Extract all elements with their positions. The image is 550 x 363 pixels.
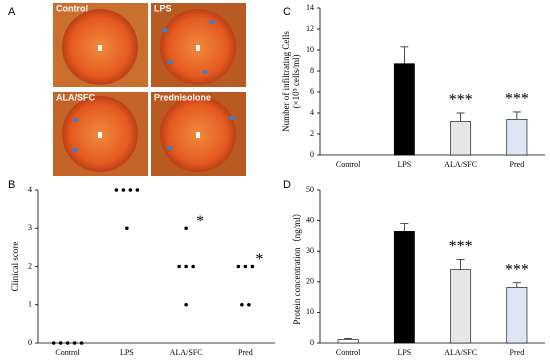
x-tick-label: LPS <box>397 160 411 169</box>
x-tick-label: Control <box>336 160 361 169</box>
dot <box>121 188 126 192</box>
y-tick-label: 50 <box>306 185 314 194</box>
dot <box>243 264 248 269</box>
dot <box>191 264 195 269</box>
bar <box>506 119 528 156</box>
y-tick-label: 2 <box>310 129 314 138</box>
y-tick-label: 12 <box>306 24 314 33</box>
dot <box>58 341 63 345</box>
bar <box>506 287 528 344</box>
y-axis-label: Number of infiltrating Cells <box>281 31 291 132</box>
panel-letter: D <box>283 179 291 191</box>
y-axis-label: Protein concentration（ng/ml） <box>292 208 302 324</box>
photo <box>151 92 246 176</box>
y-tick-label: 4 <box>28 185 32 194</box>
significance: * <box>196 213 204 230</box>
x-tick-label: LPS <box>397 348 411 357</box>
y-tick-label: 2 <box>28 261 32 270</box>
dot <box>135 188 140 192</box>
y-tick-label: 6 <box>310 87 314 96</box>
dot <box>184 264 188 269</box>
y-tick-label: 8 <box>310 66 314 75</box>
bar <box>393 63 415 156</box>
dot <box>247 302 251 307</box>
panel-letter: A <box>8 6 16 18</box>
y-tick-label: 40 <box>306 215 314 224</box>
photo-label: Prednisolone <box>154 92 211 102</box>
y-tick-label: 30 <box>306 246 314 255</box>
significance: *** <box>505 91 529 108</box>
dot <box>79 341 84 345</box>
dot <box>65 341 70 345</box>
x-tick-label: Control <box>336 348 361 357</box>
dot <box>240 302 244 307</box>
y-tick-label: 10 <box>306 307 314 316</box>
significance: *** <box>449 92 473 109</box>
x-tick-label: Pred <box>238 348 253 357</box>
x-tick-label: Pred <box>510 348 525 357</box>
significance: *** <box>449 238 473 255</box>
dot <box>250 264 255 269</box>
y-tick-label: 4 <box>310 108 314 117</box>
photo-label: Control <box>56 3 88 13</box>
x-tick-label: ALA/SFC <box>444 348 477 357</box>
y-tick-label: 1 <box>28 300 32 309</box>
bar <box>450 121 472 156</box>
photo-label: ALA/SFC <box>56 92 95 102</box>
y-tick-label: 0 <box>28 338 32 347</box>
panel-letter: C <box>283 6 291 18</box>
bar <box>393 231 415 344</box>
x-tick-label: Pred <box>510 160 525 169</box>
y-axis-label: (×10⁵ cells/ml) <box>291 55 301 109</box>
bar <box>450 269 472 344</box>
dot <box>236 264 241 269</box>
x-tick-label: ALA/SFC <box>170 348 203 357</box>
x-tick-label: Control <box>55 348 80 357</box>
photo <box>151 3 246 87</box>
significance: * <box>255 251 263 268</box>
dot <box>177 264 181 269</box>
bar <box>337 339 359 344</box>
y-tick-label: 3 <box>28 223 32 232</box>
dot <box>51 341 56 345</box>
dot <box>184 226 188 231</box>
y-tick-label: 20 <box>306 277 314 286</box>
dot <box>125 226 129 231</box>
y-axis-label: Clinical score <box>10 242 20 292</box>
dot <box>128 188 133 192</box>
dot <box>72 341 77 345</box>
photo <box>53 3 148 87</box>
significance: *** <box>505 261 529 278</box>
photo <box>53 92 148 176</box>
x-tick-label: LPS <box>120 348 134 357</box>
photo-label: LPS <box>154 3 172 13</box>
y-tick-label: 10 <box>306 45 314 54</box>
photo-panel: Control LPS ALA/SFC Prednisolone <box>53 3 246 176</box>
dot <box>184 302 188 307</box>
x-tick-label: ALA/SFC <box>444 160 477 169</box>
y-tick-label: 0 <box>310 338 314 347</box>
y-tick-label: 0 <box>310 150 314 159</box>
y-tick-label: 14 <box>306 3 314 12</box>
dot <box>114 188 119 192</box>
panel-letter: B <box>8 179 15 191</box>
